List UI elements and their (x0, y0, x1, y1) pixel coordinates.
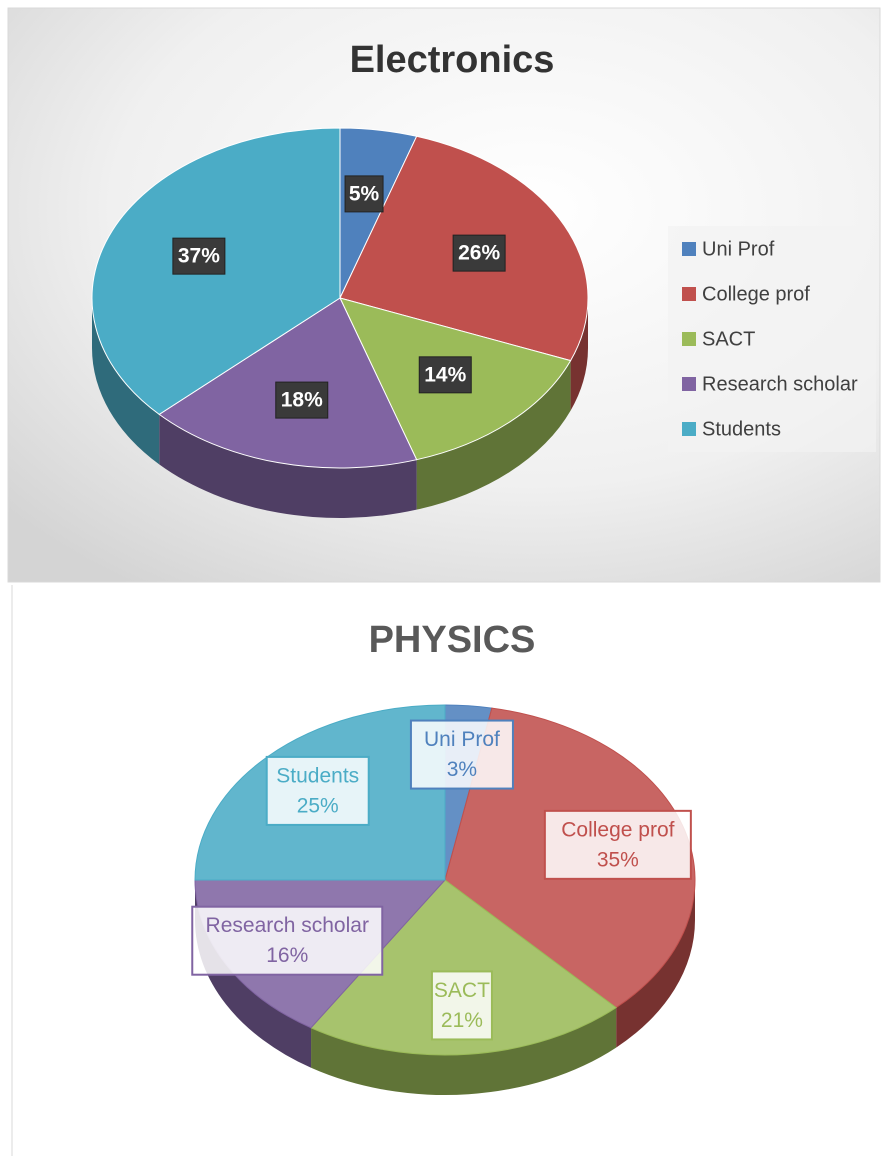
data-label: 35% (597, 848, 639, 871)
pie-side (311, 1007, 617, 1095)
data-label: 18% (281, 389, 323, 412)
legend-swatch (682, 332, 696, 346)
legend-label: Uni Prof (702, 238, 775, 260)
data-label-box (430, 970, 493, 1041)
data-label-name: College prof (561, 818, 674, 841)
data-label: 5% (349, 182, 380, 205)
data-label: 37% (178, 245, 220, 268)
legend-swatch (682, 242, 696, 256)
legend-label: Research scholar (702, 373, 858, 395)
data-label: 14% (424, 363, 466, 386)
data-label-box (418, 356, 472, 394)
pie-side (616, 880, 695, 1048)
data-label-box (543, 809, 692, 880)
legend-swatch (682, 422, 696, 436)
legend-label: SACT (702, 328, 755, 350)
data-label: 21% (441, 1009, 483, 1032)
legend-label: College prof (702, 283, 810, 305)
data-label-box (409, 719, 514, 790)
data-label: 3% (447, 758, 477, 781)
data-label: 16% (266, 944, 308, 967)
pie-side (92, 298, 160, 465)
data-label-box (172, 237, 226, 275)
legend-swatch (682, 377, 696, 391)
pie-slice (310, 879, 618, 1056)
data-label-name: Research scholar (206, 914, 369, 937)
pie-side (195, 880, 312, 1068)
data-label-box (275, 381, 329, 419)
pie-side (416, 360, 571, 510)
data-label-name: SACT (434, 979, 490, 1002)
pie-side (159, 414, 417, 518)
chart-title: PHYSICS (369, 619, 536, 661)
chart-title: Electronics (350, 39, 555, 81)
legend-box (668, 226, 876, 452)
data-label: 26% (458, 242, 500, 265)
pie-side (570, 298, 588, 411)
data-label-box (344, 175, 384, 213)
legend-swatch (682, 287, 696, 301)
data-label-name: Uni Prof (424, 728, 500, 751)
data-label-box (191, 905, 384, 976)
data-label-box (452, 234, 506, 272)
data-label-box (265, 755, 370, 826)
legend-label: Students (702, 418, 781, 440)
data-label-name: Students (276, 764, 359, 787)
data-label: 25% (297, 794, 339, 817)
